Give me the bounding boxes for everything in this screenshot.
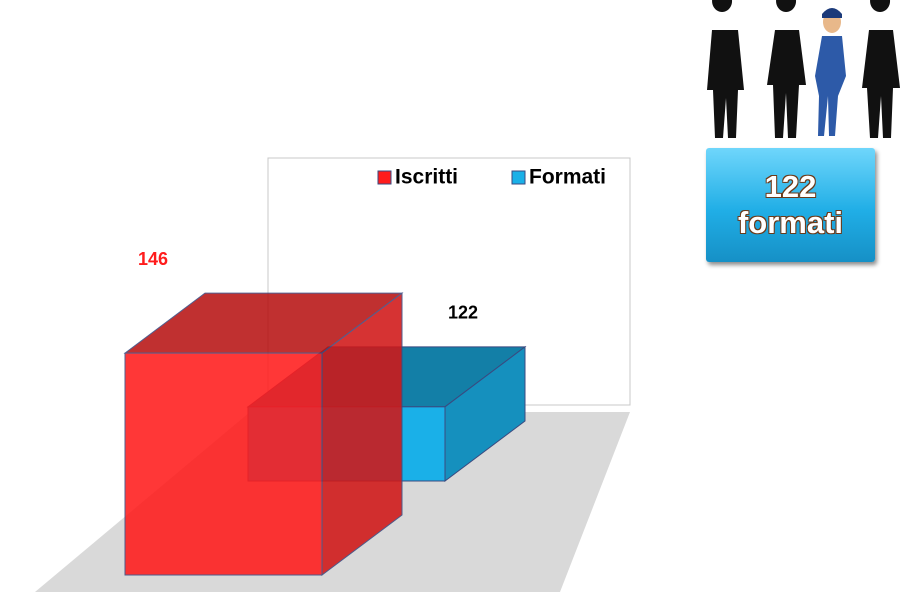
box-front [124, 352, 323, 576]
badge: 122 formati [706, 148, 875, 262]
silhouette [862, 0, 900, 138]
silhouette [767, 0, 806, 138]
legend-swatch [511, 170, 526, 185]
police-woman [815, 8, 846, 136]
plot-area [123, 292, 527, 576]
data-label: 146 [138, 249, 168, 269]
legend-label: Iscritti [395, 166, 458, 189]
uniform [815, 36, 846, 136]
silhouettes [707, 0, 900, 138]
badge-label: formati [737, 205, 844, 240]
legend-label: Formati [529, 166, 606, 189]
box [123, 292, 404, 576]
legend-swatch [377, 170, 392, 185]
hat [822, 8, 842, 18]
badge-value: 122 [764, 169, 817, 204]
data-label: 122 [448, 303, 478, 323]
silhouette [707, 0, 744, 138]
